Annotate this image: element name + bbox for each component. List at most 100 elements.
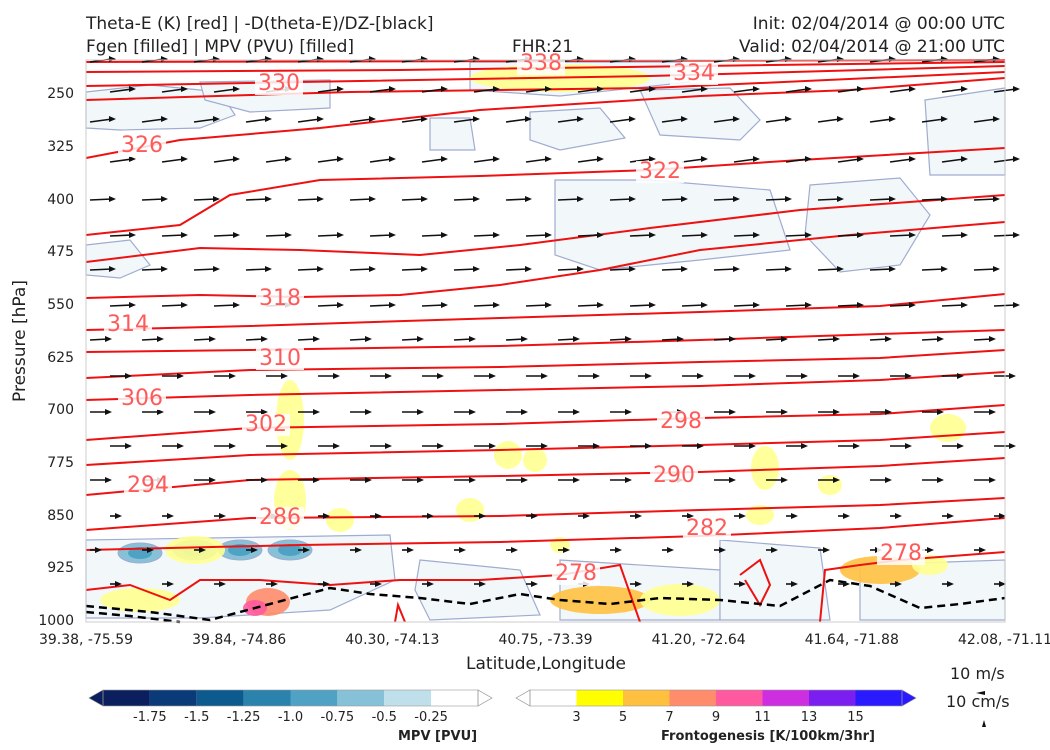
wind-vector xyxy=(141,198,165,201)
wind-vector-head xyxy=(833,409,840,415)
wind-vector xyxy=(629,304,653,307)
wind-vector xyxy=(421,88,445,93)
wind-vector-head xyxy=(213,116,220,122)
wind-vector-head xyxy=(961,302,968,308)
wind-vector-head xyxy=(333,443,340,449)
colorbar-tick: 3 xyxy=(572,710,581,725)
wind-vector-head xyxy=(261,409,268,415)
wind-vector-head xyxy=(417,409,424,415)
mpv-region xyxy=(414,559,541,621)
wind-vector-head xyxy=(739,513,746,519)
wind-vector xyxy=(785,304,809,307)
fgen-region xyxy=(550,586,650,614)
wind-vector xyxy=(89,198,113,201)
theta-e-contour xyxy=(85,194,1006,263)
wind-vector xyxy=(713,118,737,123)
wind-vector-head xyxy=(317,196,324,202)
mpv-colorbar xyxy=(88,689,493,707)
wind-vector-head xyxy=(729,409,736,415)
wind-vector xyxy=(213,234,237,237)
wind-vector-head xyxy=(889,196,896,202)
colorbar-end xyxy=(901,689,917,707)
contour-label-bg xyxy=(670,63,718,85)
wind-vector-head xyxy=(961,156,968,162)
wind-vector-head xyxy=(937,336,944,342)
wind-vector xyxy=(765,268,789,271)
wind-vector-head xyxy=(853,373,860,379)
wind-vector xyxy=(109,304,133,307)
fgen-region xyxy=(326,508,354,532)
wind-vector-head xyxy=(885,409,892,415)
wind-vector-head xyxy=(167,581,174,587)
wind-vector-head xyxy=(645,373,652,379)
wind-vector-head xyxy=(635,581,642,587)
wind-vector-head xyxy=(801,373,808,379)
wind-vector-head xyxy=(125,443,132,449)
wind-vector-head xyxy=(233,302,240,308)
wind-vector-head xyxy=(541,443,548,449)
wind-vector xyxy=(213,158,237,163)
contour-label-bg xyxy=(255,73,303,95)
contour-label-bg xyxy=(256,288,304,310)
wind-vector-head xyxy=(1013,156,1020,162)
wind-vector-head xyxy=(909,86,916,92)
theta-e-contour xyxy=(85,517,1006,551)
wind-vector-head xyxy=(271,581,278,587)
wind-vector-head xyxy=(801,443,808,449)
fgen-colorbar xyxy=(515,689,917,707)
wind-vector-head xyxy=(421,266,428,272)
theta-e-contour xyxy=(85,65,1006,87)
title-left-line2: Fgen [filled] | MPV (PVU) [filled] xyxy=(86,37,355,57)
wind-vector-head xyxy=(265,116,272,122)
wind-vector-head xyxy=(281,443,288,449)
contour-label: 302 xyxy=(245,412,287,437)
wind-vector-head xyxy=(417,336,424,342)
wind-vector xyxy=(421,158,445,163)
wind-vector xyxy=(681,304,705,307)
wind-vector-head xyxy=(385,443,392,449)
wind-vector xyxy=(557,198,581,201)
wind-vector xyxy=(609,118,633,123)
wind-vector-head xyxy=(615,547,622,553)
wind-vector-head xyxy=(161,266,168,272)
wind-vector-head xyxy=(583,513,590,519)
theta-e-contour xyxy=(394,601,406,623)
wind-vector xyxy=(245,198,269,201)
wind-vector-head xyxy=(95,547,102,553)
wind-vector xyxy=(265,158,289,163)
y-tick-label: 775 xyxy=(47,454,74,471)
title-left-line1: Theta-E (K) [red] | -D(theta-E)/DZ-[blac… xyxy=(86,14,434,34)
wind-vector-head xyxy=(181,232,188,238)
colorbar-tick: 9 xyxy=(711,710,721,725)
wind-vector-head xyxy=(229,373,236,379)
wind-vector-head xyxy=(681,196,688,202)
wind-vector-head xyxy=(115,513,122,519)
wind-vector-head xyxy=(473,116,480,122)
wind-vector-head xyxy=(941,196,948,202)
wind-vector-head xyxy=(323,513,330,519)
wind-vector xyxy=(557,268,581,271)
wind-vector-head xyxy=(999,581,1006,587)
wind-vector xyxy=(453,268,477,271)
colorbar-segment xyxy=(855,690,902,706)
wind-vector xyxy=(921,118,945,123)
wind-vector-head xyxy=(365,477,372,483)
colorbar-tick: -1.75 xyxy=(133,710,167,725)
wind-vector-head xyxy=(1009,373,1016,379)
mpv-colorbar-label: MPV [PVU] xyxy=(398,729,478,744)
wind-vector-head xyxy=(385,373,392,379)
wind-vector xyxy=(109,234,133,237)
wind-vector-head xyxy=(905,373,912,379)
wind-vector-head xyxy=(753,156,760,162)
wind-vector-head xyxy=(687,513,694,519)
wind-vector xyxy=(921,268,945,271)
wind-vector xyxy=(401,118,425,123)
contour-label-bg xyxy=(256,348,304,370)
wind-vector xyxy=(369,88,393,93)
wind-vector-head xyxy=(389,302,396,308)
contour-label: 278 xyxy=(555,561,597,586)
wind-vector-head xyxy=(323,581,330,587)
wind-vector-head xyxy=(753,86,760,92)
wind-vector-head xyxy=(167,513,174,519)
wind-vector-head xyxy=(261,336,268,342)
